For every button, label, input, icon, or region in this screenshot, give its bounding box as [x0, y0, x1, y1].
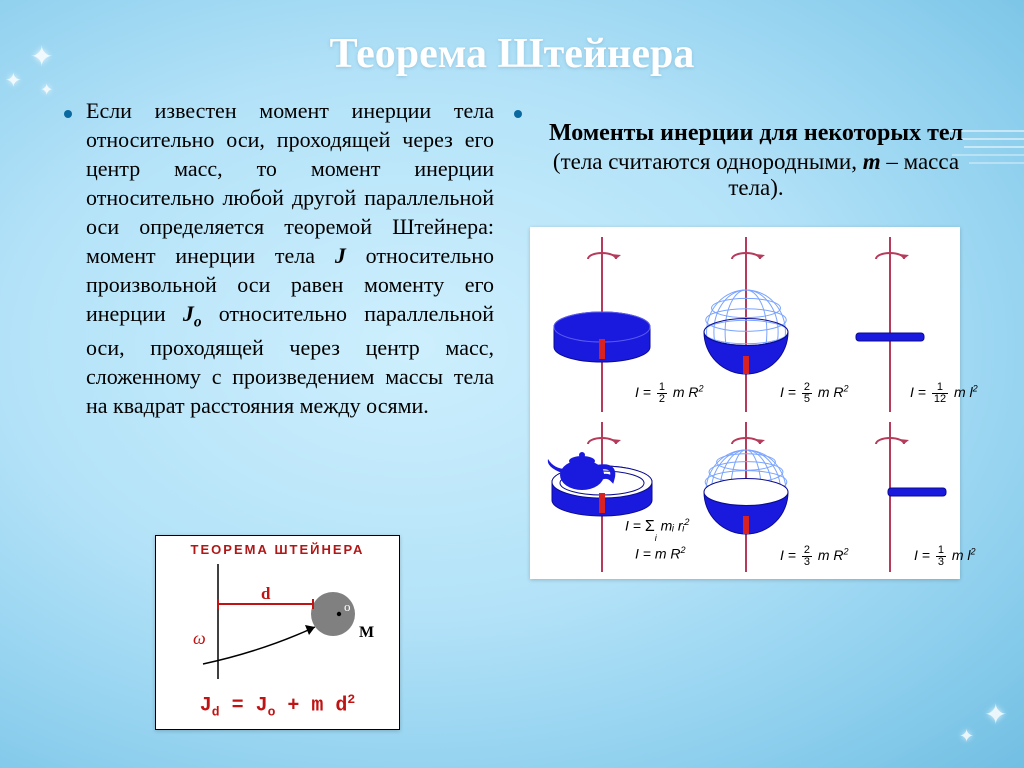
moi-formula-sphere: I = 25 m R2 — [780, 382, 849, 405]
moi-formula-ring: I = Σi mᵢ rᵢ2 — [625, 517, 689, 543]
svg-text:o: o — [344, 599, 351, 614]
left-column: Если известен момент инерции тела относи… — [64, 96, 494, 579]
moi-formula-shell: I = 23 m R2 — [780, 545, 849, 568]
right-heading: Моменты инерции для некоторых тел — [536, 120, 976, 147]
steiner-theorem-inset: ТЕОРЕМА ШТЕЙНЕРА ω d o M Jd = Jo + m d2 — [155, 535, 400, 730]
bullet-icon — [514, 110, 522, 118]
svg-text:d: d — [261, 584, 271, 603]
bullet-icon — [64, 110, 72, 118]
moi-formula-disk: I = 12 m R2 — [635, 382, 704, 405]
moments-of-inertia-figure: I = 12 m R2I = 25 m R2I = 112 m l2I = Σi… — [530, 227, 960, 579]
theorem-paragraph: Если известен момент инерции тела относи… — [86, 96, 494, 420]
svg-text:ω: ω — [193, 628, 206, 648]
svg-text:M: M — [359, 624, 374, 641]
steiner-formula: Jd = Jo + m d2 — [156, 692, 399, 720]
right-column: Моменты инерции для некоторых тел (тела … — [514, 96, 976, 579]
decor-bottom-right: ✦ ✦ — [954, 698, 1014, 758]
moi-formula-ring-bottom: I = m R2 — [635, 545, 686, 562]
content-columns: Если известен момент инерции тела относи… — [0, 78, 1024, 579]
inset-title: ТЕОРЕМА ШТЕЙНЕРА — [156, 536, 399, 557]
right-subheading: (тела считаются однородными, m – масса т… — [536, 149, 976, 201]
slide-title: Теорема Штейнера — [0, 0, 1024, 78]
steiner-diagram: ω d o M — [163, 559, 393, 694]
moi-formula-rod-c: I = 112 m l2 — [910, 382, 978, 405]
right-heading-block: Моменты инерции для некоторых тел (тела … — [536, 120, 976, 201]
moi-formula-rod-e: I = 13 m l2 — [914, 545, 976, 568]
